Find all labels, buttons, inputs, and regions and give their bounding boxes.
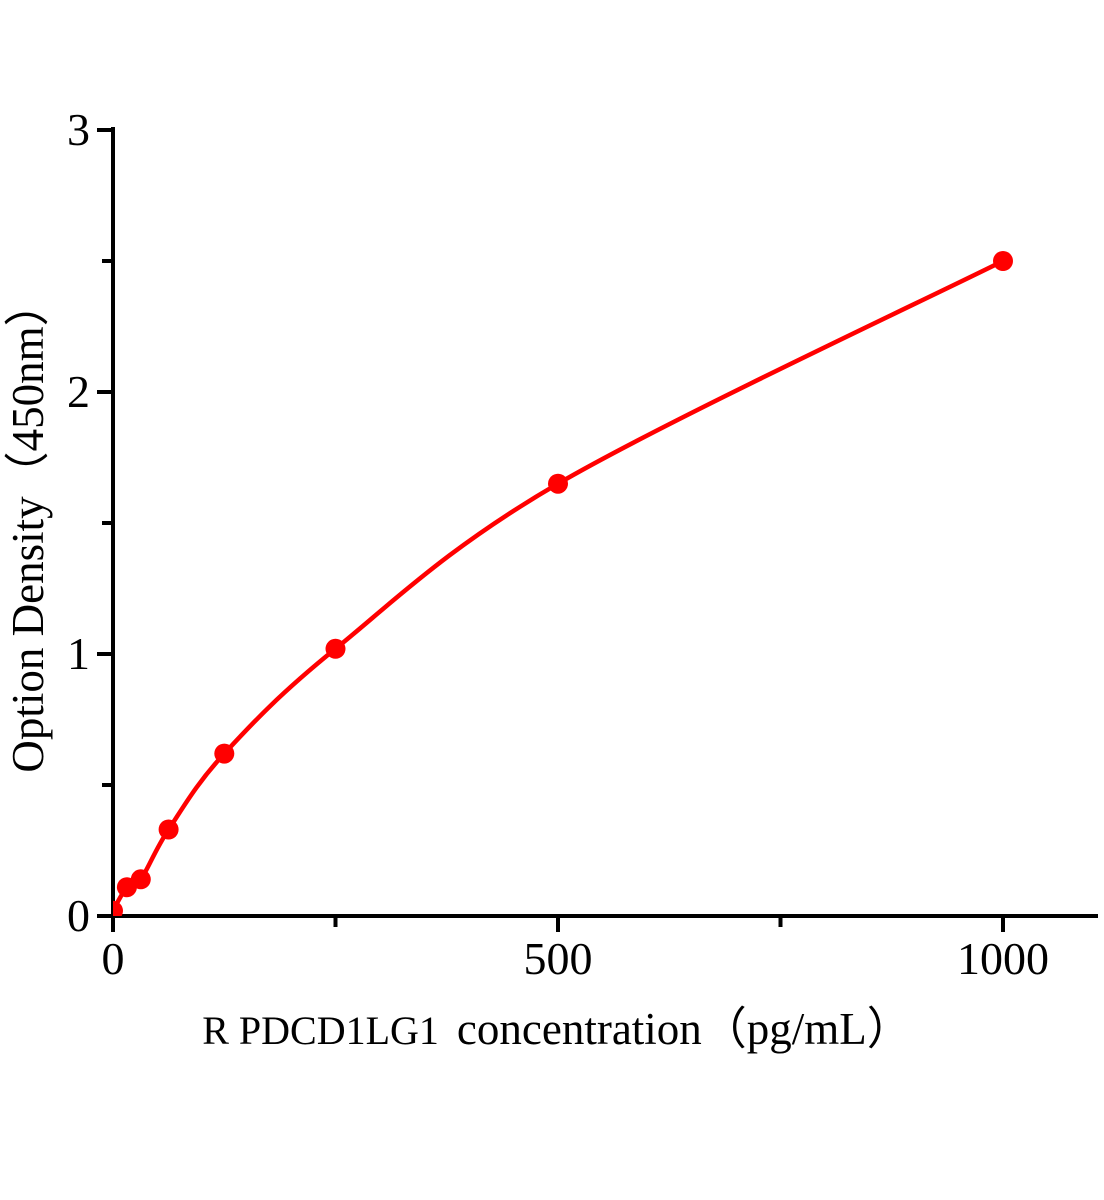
x-axis-title-prefix: R PDCD1LG1 <box>202 1008 439 1053</box>
x-axis-title-suffix: concentration（pg/mL） <box>457 1004 912 1054</box>
data-point-marker <box>993 251 1013 271</box>
y-tick-label: 1 <box>67 628 90 679</box>
y-tick-label: 3 <box>67 104 90 155</box>
axes <box>111 127 1098 918</box>
data-point-marker <box>130 869 151 890</box>
y-tick-label: 0 <box>67 890 90 941</box>
x-tick-label: 1000 <box>957 933 1049 984</box>
x-axis-title: R PDCD1LG1 concentration（pg/mL） <box>202 1004 912 1054</box>
data-point-marker <box>325 638 346 659</box>
y-tick-label: 2 <box>67 366 90 417</box>
data-point-marker <box>214 743 235 764</box>
data-point-marker <box>158 819 179 840</box>
x-tick-label: 500 <box>524 933 593 984</box>
data-point-marker <box>548 473 568 494</box>
data-point-marker <box>113 900 123 916</box>
plot-area <box>113 251 1013 916</box>
tick-labels: 0 500 1000 0 1 2 3 <box>67 104 1049 984</box>
tick-marks <box>97 128 1005 932</box>
x-tick-label: 0 <box>102 933 125 984</box>
standard-curve-line <box>113 258 1006 914</box>
y-axis-title: Option Density（450nm） <box>3 281 53 772</box>
